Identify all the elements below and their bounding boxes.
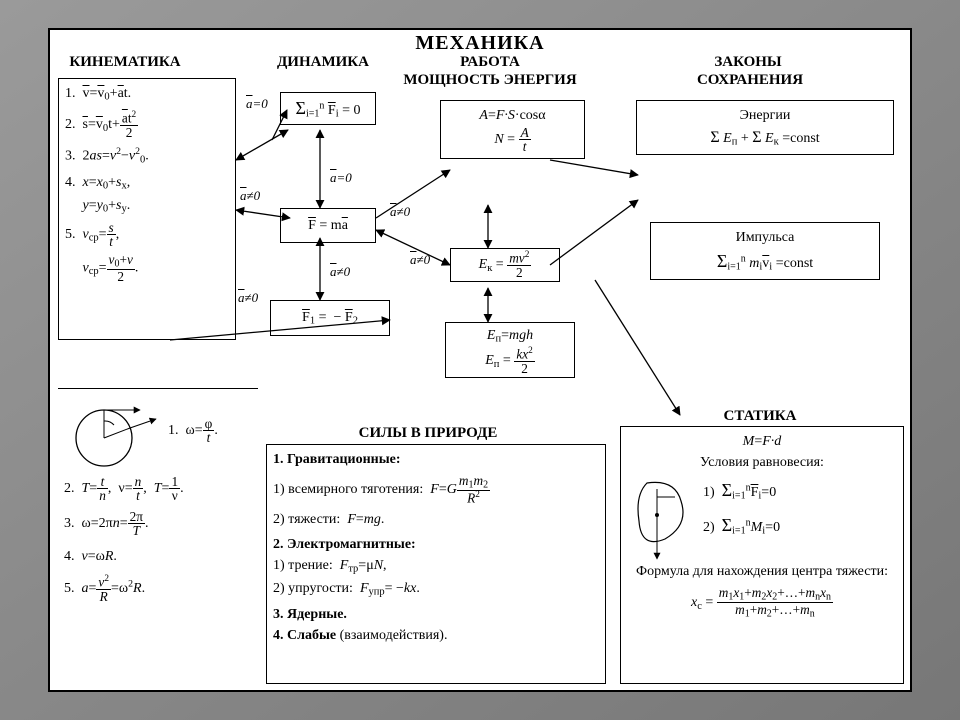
kin-eq-3: 3. 2as=v2−v20. [65, 145, 229, 168]
rot-eq-5: 5. a=v2R=ω2R. [64, 575, 252, 603]
rot-eq-4: 4. v=ωR. [64, 546, 252, 567]
energy-label: Энергии [740, 108, 791, 123]
kinematics-box: 1. v=v0+at. 2. s=v0t+at22 3. 2as=v2−v20.… [58, 78, 236, 340]
f2b: 2) упругости: Fупр= −kx. [273, 578, 599, 600]
Mfd: M=F·d [627, 431, 897, 452]
lbl-a0-2: a=0 [330, 170, 352, 186]
Ek-box: Eк = mv22 [450, 248, 560, 282]
statics-box: M=F·d Условия равновесия: d O F 1) Σi=1n… [620, 426, 904, 684]
lbl-an0-2: a≠0 [238, 290, 258, 306]
kin-eq-5a: 5. vср=st, [65, 221, 229, 249]
forces-box: 1. Гравитационные: 1) всемирного тяготен… [266, 444, 606, 684]
centroid-formula: xc = m1x1+m2x2+…+mnxnm1+m2+…+mn [627, 586, 897, 620]
lever-diagram-icon [627, 473, 697, 561]
statics-c2: 2) Σi=1nMi=0 [703, 512, 897, 539]
impulse-label: Импульса [736, 230, 795, 245]
kin-eq-1: 1. v=v0+at. [65, 83, 229, 105]
rotation-box: A B v0 v φ 1. ω=φt. 2. T=tn, ν=nt, T=1ν.… [58, 388, 258, 684]
centroid-lbl: Формула для нахождения центра тяжести: [627, 561, 897, 582]
f3: 3. Ядерные. [273, 604, 599, 625]
impulse-conservation-box: Импульса Σi=1n mivi =const [650, 222, 880, 280]
lbl-a0-1: a=0 [246, 96, 268, 112]
moshnost-title: МОЩНОСТЬ ЭНЕРГИЯ [390, 72, 590, 89]
f1a: 1) всемирного тяготения: F=Gm1m2R2 [273, 474, 599, 505]
f1: 1. Гравитационные: [273, 449, 599, 470]
kin-eq-4b: y=y0+sy. [65, 195, 229, 217]
rot-eq-2: 2. T=tn, ν=nt, T=1ν. [64, 475, 252, 503]
lbl-an0-5: a≠0 [410, 252, 430, 268]
work-box: A=F·S·cosα N = At [440, 100, 585, 159]
f4: 4. Слабые (взаимодействия). [273, 625, 599, 646]
f2: 2. Электромагнитные: [273, 534, 599, 555]
kin-eq-4a: 4. x=x0+sx, [65, 172, 229, 194]
f1b: 2) тяжести: F=mg. [273, 509, 599, 530]
rabota-title: РАБОТА [440, 54, 540, 71]
statics-c1: 1) Σi=1nFi=0 [703, 477, 897, 504]
kinematika-title: КИНЕМАТИКА [65, 54, 185, 71]
Ep-box: Eп=mgh Eп = kx22 [445, 322, 575, 378]
lbl-an0-3: a≠0 [330, 264, 350, 280]
lbl-an0-1: a≠0 [240, 188, 260, 204]
dinamika-title: ДИНАМИКА [268, 54, 378, 71]
f2a: 1) трение: Fтр=μN, [273, 555, 599, 577]
page-title: МЕХАНИКА [50, 32, 910, 55]
reference-sheet: МЕХАНИКА КИНЕМАТИКА ДИНАМИКА РАБОТА МОЩН… [48, 28, 912, 692]
statika-title: СТАТИКА [690, 408, 830, 425]
zakony-title: ЗАКОНЫ [698, 54, 798, 71]
kin-eq-5b: vср=v0+v2. [65, 253, 229, 284]
lbl-an0-4: a≠0 [390, 204, 410, 220]
kin-eq-2: 2. s=v0t+at22 [65, 111, 229, 139]
rot-eq-1: 1. ω=φt. [168, 417, 252, 445]
statics-cond: Условия равновесия: [627, 452, 897, 473]
rot-eq-3: 3. ω=2πn=2πT. [64, 510, 252, 538]
rotation-diagram-icon [64, 393, 164, 473]
dyn-Fma-box: F = ma [280, 208, 376, 243]
sily-title: СИЛЫ В ПРИРОДЕ [308, 425, 548, 442]
dyn-F1F2-box: F1 = − F2 [270, 300, 390, 336]
energy-conservation-box: Энергии Σ Eп + Σ Eк =const [636, 100, 894, 155]
dyn-sumF-box: Σi=1n Fi = 0 [280, 92, 376, 125]
sokhran-title: СОХРАНЕНИЯ [675, 72, 825, 89]
